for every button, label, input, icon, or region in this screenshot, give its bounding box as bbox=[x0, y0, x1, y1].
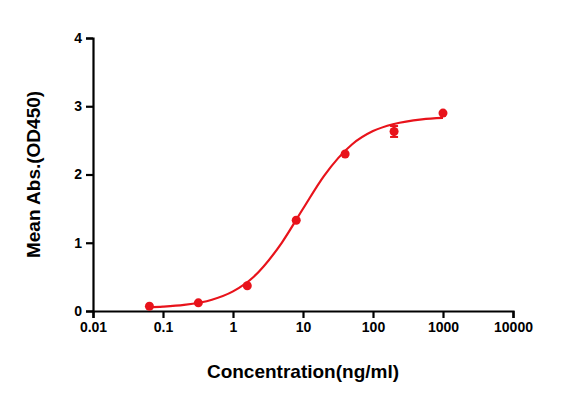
tick: 10000 bbox=[494, 311, 533, 335]
marks bbox=[145, 109, 448, 311]
tick: 1 bbox=[230, 311, 238, 335]
tick: 2 bbox=[74, 166, 93, 182]
tick: 10 bbox=[296, 311, 312, 335]
x-axis: 0.01 0.1 1 10 100 1000 10000 bbox=[80, 311, 533, 335]
tick: 0.1 bbox=[154, 311, 174, 335]
tick: 0.01 bbox=[80, 311, 107, 335]
tick-mark bbox=[162, 311, 164, 318]
tick: 1000 bbox=[428, 311, 459, 335]
axis-line bbox=[94, 312, 514, 319]
tick-mark bbox=[86, 37, 93, 39]
fit-line bbox=[147, 118, 443, 307]
tick-label: 2 bbox=[74, 166, 82, 182]
tick-label: 1000 bbox=[428, 319, 459, 335]
tick-mark bbox=[86, 174, 93, 176]
tick-label: 10 bbox=[296, 319, 312, 335]
tick-mark bbox=[372, 311, 374, 318]
tick-mark bbox=[442, 311, 444, 318]
tick-mark bbox=[86, 310, 93, 312]
tick-label: 0.1 bbox=[154, 319, 174, 335]
tick-mark bbox=[86, 106, 93, 108]
error-bar bbox=[390, 126, 398, 137]
tick-label: 4 bbox=[74, 30, 82, 46]
tick-label: 10000 bbox=[494, 319, 533, 335]
tick: 0 bbox=[74, 303, 93, 319]
y-axis: 0 1 2 3 4 bbox=[74, 30, 93, 319]
tick: 4 bbox=[74, 30, 93, 46]
tick: 1 bbox=[74, 235, 93, 251]
tick-mark bbox=[302, 311, 304, 318]
tick-mark bbox=[512, 311, 514, 318]
tick: 100 bbox=[362, 311, 386, 335]
error-cap bbox=[390, 136, 398, 138]
axis-line bbox=[86, 39, 94, 312]
tick-label: 1 bbox=[230, 319, 238, 335]
tick-label: 3 bbox=[74, 98, 82, 114]
x-axis-title: Concentration(ng/ml) bbox=[207, 361, 399, 382]
tick-label: 0 bbox=[74, 303, 82, 319]
y-axis-title: Mean Abs.(OD450) bbox=[23, 91, 44, 258]
tick-label: 100 bbox=[362, 319, 386, 335]
tick-label: 0.01 bbox=[80, 319, 107, 335]
tick-label: 1 bbox=[74, 235, 82, 251]
tick-mark bbox=[232, 311, 234, 318]
tick: 3 bbox=[74, 98, 93, 114]
chart: 0.01 0.1 1 10 100 1000 10000 0 1 2 3 4 Concentration… bbox=[0, 0, 568, 400]
point bbox=[390, 127, 399, 136]
point bbox=[439, 109, 448, 118]
plot: 0.01 0.1 1 10 100 1000 10000 0 1 2 3 4 bbox=[74, 30, 533, 335]
tick-mark bbox=[86, 242, 93, 244]
